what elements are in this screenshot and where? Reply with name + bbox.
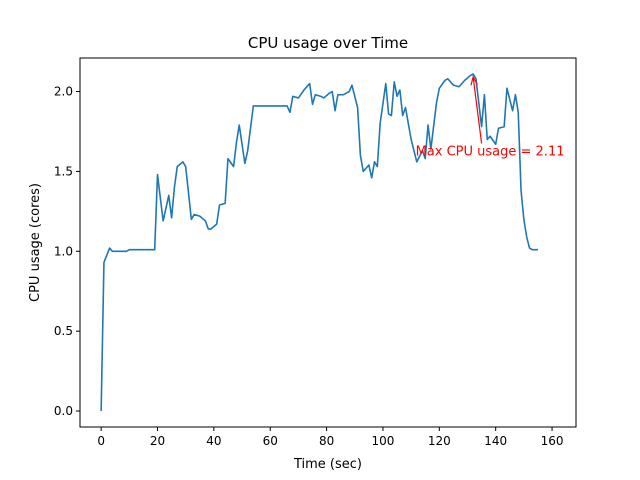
x-tick-label: 100 <box>372 434 395 448</box>
plot-area: Max CPU usage = 2.11 <box>79 57 577 428</box>
series-line-cpu-usage <box>100 73 538 412</box>
y-tick-label: 2.0 <box>54 85 73 99</box>
y-axis-label: CPU usage (cores) <box>28 183 43 302</box>
x-tick-label: 80 <box>319 434 334 448</box>
y-tick-label: 1.0 <box>54 244 73 258</box>
x-tick-label: 60 <box>263 434 278 448</box>
chart-title: CPU usage over Time <box>248 34 408 52</box>
x-axis-label: Time (sec) <box>293 457 362 472</box>
annotation-layer: Max CPU usage = 2.11 <box>416 75 565 159</box>
x-tick-label: 20 <box>150 434 165 448</box>
x-tick-label: 120 <box>428 434 451 448</box>
x-axis: 0 20 40 60 80 100 120 140 160 <box>97 427 563 448</box>
x-tick-label: 140 <box>484 434 507 448</box>
x-tick-label: 40 <box>206 434 221 448</box>
y-tick-label: 0.5 <box>54 324 73 338</box>
annotation-max-cpu-label: Max CPU usage = 2.11 <box>416 144 565 159</box>
axes-frame <box>79 57 577 428</box>
y-tick-label: 1.5 <box>54 164 73 178</box>
x-tick-label: 0 <box>97 434 105 448</box>
annotation-arrow <box>472 76 483 144</box>
annotation-arrow-head <box>470 75 478 86</box>
y-axis: 0.0 0.5 1.0 1.5 2.0 <box>54 85 80 418</box>
series-layer <box>100 73 538 412</box>
y-tick-label: 0.0 <box>54 404 73 418</box>
x-tick-label: 160 <box>541 434 564 448</box>
